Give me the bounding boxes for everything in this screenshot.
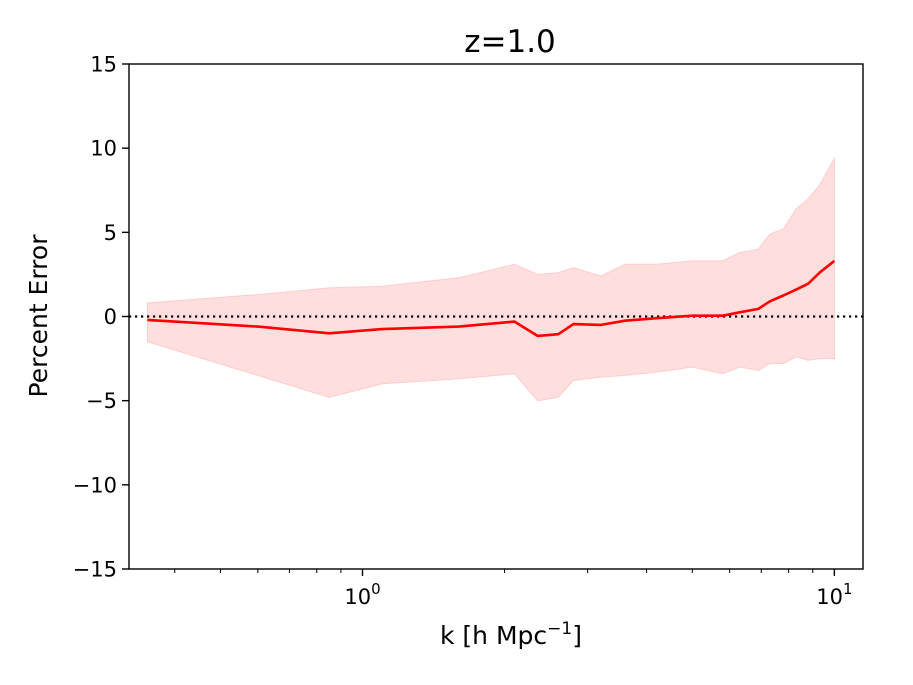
y-axis-label: Percent Error [24, 234, 53, 398]
x-tick-label-base: 10 [344, 585, 371, 609]
x-tick-label-exponent: 1 [843, 580, 853, 598]
x-axis-label-exponent: −1 [547, 619, 572, 639]
x-tick-label: 100 [344, 580, 380, 609]
chart-title: z=1.0 [464, 24, 556, 60]
x-axis-label-close: ] [572, 621, 582, 650]
y-tick-label: 15 [90, 53, 117, 77]
y-tick-label: 10 [90, 137, 117, 161]
x-tick-label-base: 10 [816, 585, 843, 609]
y-axis-ticks: 15 10 5 0 −5 −10 −15 [73, 53, 129, 582]
y-tick-label: −15 [73, 558, 117, 582]
x-tick-label: 101 [816, 580, 852, 609]
y-tick-label: −10 [73, 473, 117, 497]
x-tick-label-exponent: 0 [371, 580, 381, 598]
y-tick-label: 5 [104, 221, 117, 245]
mean-error-line [147, 259, 836, 338]
x-axis-ticks: 100 101 [174, 569, 852, 609]
y-tick-label: 0 [104, 305, 117, 329]
error-band [146, 156, 835, 402]
x-axis-label: k [h Mpc−1] [440, 619, 582, 650]
x-axis-label-main: k [h Mpc [440, 621, 547, 650]
y-tick-label: −5 [86, 389, 117, 413]
